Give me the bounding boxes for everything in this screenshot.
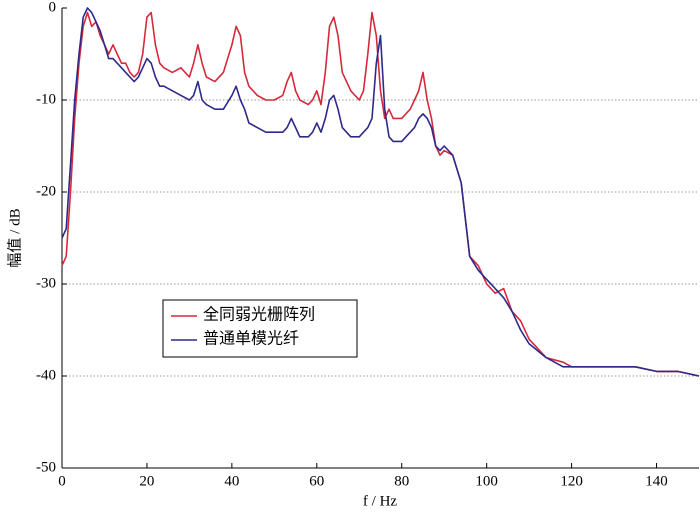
x-tick-label: 40 xyxy=(224,473,239,489)
y-tick-label: 0 xyxy=(49,0,57,15)
y-tick-label: -50 xyxy=(36,459,56,475)
legend-box xyxy=(162,299,358,358)
data-line xyxy=(61,11,700,377)
x-axis-label: f / Hz xyxy=(363,493,397,509)
x-tick-label: 140 xyxy=(645,473,668,489)
x-tick-label: 120 xyxy=(560,473,583,489)
legend-label: 全同弱光栅阵列 xyxy=(203,306,315,324)
y-tick-label: -40 xyxy=(36,367,56,383)
y-tick-label: -10 xyxy=(36,91,56,107)
y-tick-label: -20 xyxy=(36,183,56,199)
x-tick-label: 0 xyxy=(58,473,66,489)
x-tick-label: 60 xyxy=(309,473,324,489)
legend-label: 普通单模光纤 xyxy=(203,330,299,348)
x-tick-label: 80 xyxy=(394,473,409,489)
y-axis-label: 幅值 / dB xyxy=(6,208,23,267)
y-tick-label: -30 xyxy=(36,275,56,291)
data-line xyxy=(61,7,700,377)
x-tick-label: 100 xyxy=(475,473,498,489)
x-tick-label: 20 xyxy=(139,473,154,489)
